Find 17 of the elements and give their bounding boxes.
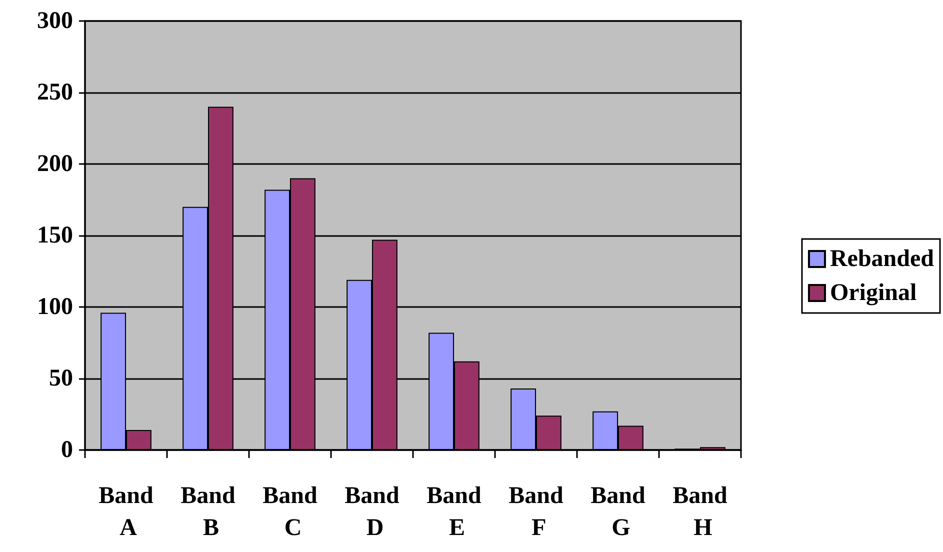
legend-label: Original [830, 280, 917, 306]
x-tick-label: Band B [180, 483, 236, 541]
legend-label: Rebanded [830, 246, 935, 272]
x-tick-label: Band G [590, 483, 646, 541]
x-tick-label: Band H [672, 483, 728, 541]
y-tick-label: 250 [37, 80, 73, 106]
x-tick-label: Band A [98, 483, 154, 541]
x-tick-label: Band C [262, 483, 318, 541]
x-tick-label: Band F [508, 483, 564, 541]
y-tick-label: 300 [37, 8, 73, 34]
x-tick-label: Band D [344, 483, 400, 541]
y-tick-label: 0 [61, 437, 73, 463]
y-tick-label: 150 [37, 222, 73, 248]
x-tick-label: Band E [426, 483, 482, 541]
y-tick-label: 100 [37, 294, 73, 320]
y-tick-label: 200 [37, 151, 73, 177]
y-tick-label: 50 [49, 366, 73, 392]
